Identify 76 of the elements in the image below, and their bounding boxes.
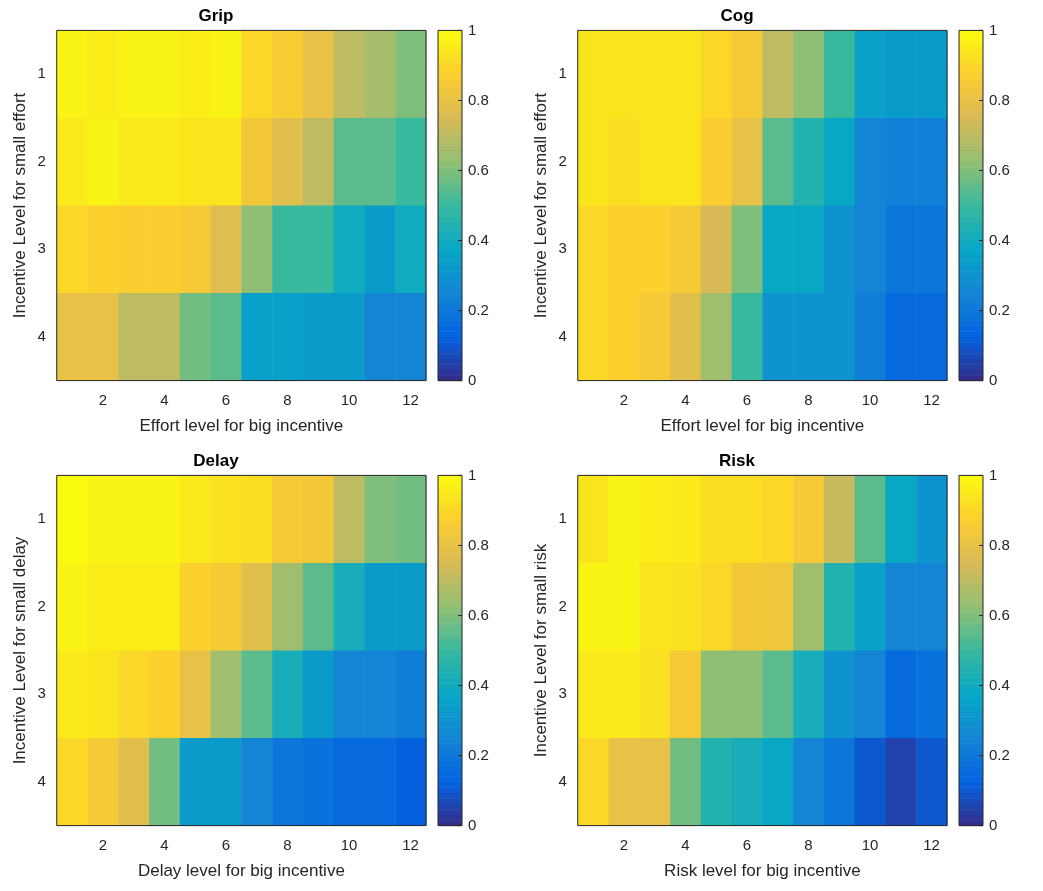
x-tick-label: 4 [160, 835, 169, 853]
x-tick-label: 2 [619, 390, 629, 408]
y-tick-label: 1 [558, 509, 567, 527]
x-tick-label: 2 [619, 835, 629, 853]
color-bar-label: 0.4 [989, 230, 1010, 248]
color-bar-label: 0 [468, 815, 477, 833]
y-tick-label: 4 [37, 771, 46, 789]
y-tick-label: 4 [558, 771, 567, 789]
y-tick-label: 2 [558, 596, 567, 614]
x-tick-label: 4 [160, 390, 169, 408]
color-bar-label: 0.8 [468, 535, 489, 553]
color-bar-label: 0 [989, 815, 998, 833]
x-tick-label: 10 [861, 835, 879, 853]
y-axis-title: Incentive Level for small risk [530, 543, 550, 758]
x-tick-label: 8 [804, 835, 813, 853]
color-bar-label: 0.2 [989, 745, 1010, 763]
color-bar-label: 1 [989, 20, 998, 38]
chart-title: Grip [198, 5, 234, 25]
color-bar-label: 0.8 [989, 90, 1010, 108]
x-tick-label: 2 [98, 835, 108, 853]
x-tick-label: 4 [681, 390, 690, 408]
x-axis-title: Effort level for big incentive [139, 416, 344, 436]
y-tick-label: 2 [558, 151, 567, 169]
y-tick-label: 2 [37, 596, 46, 614]
x-tick-label: 8 [283, 390, 292, 408]
color-bar-label: 0.2 [468, 300, 489, 318]
x-tick-label: 12 [923, 390, 940, 408]
x-tick-label: 6 [221, 390, 231, 408]
color-bar-label: 0.6 [468, 605, 489, 623]
color-bar-label: 0.2 [468, 745, 489, 763]
color-bar-label: 0.2 [989, 300, 1010, 318]
color-bar-label: 0.6 [989, 160, 1010, 178]
x-tick-label: 4 [681, 835, 690, 853]
color-bar-label: 0.8 [989, 535, 1010, 553]
x-tick-label: 12 [402, 835, 419, 853]
x-tick-label: 10 [861, 390, 879, 408]
x-tick-label: 10 [340, 390, 358, 408]
y-axis-title: Incentive Level for small effort [530, 92, 550, 319]
y-tick-label: 3 [37, 239, 46, 257]
color-bar-label: 1 [989, 465, 998, 483]
y-tick-label: 1 [558, 64, 567, 82]
chart-title: Risk [719, 450, 756, 470]
y-tick-label: 2 [37, 151, 46, 169]
color-bar-label: 1 [468, 20, 477, 38]
y-axis-title: Incentive Level for small effort [9, 92, 29, 319]
x-tick-label: 8 [804, 390, 813, 408]
x-tick-label: 6 [742, 390, 752, 408]
y-tick-label: 3 [558, 684, 567, 702]
x-tick-label: 8 [283, 835, 292, 853]
color-bar-label: 0 [468, 370, 477, 388]
y-tick-label: 1 [37, 509, 46, 527]
chart-title: Cog [720, 5, 754, 25]
y-axis-title: Incentive Level for small delay [9, 536, 29, 765]
color-bar-label: 0.8 [468, 90, 489, 108]
x-tick-label: 10 [340, 835, 358, 853]
y-tick-label: 4 [558, 326, 567, 344]
color-bar-label: 0.6 [468, 160, 489, 178]
x-tick-label: 2 [98, 390, 108, 408]
color-bar-label: 0.4 [468, 230, 489, 248]
color-bar-label: 0 [989, 370, 998, 388]
color-bar-label: 1 [468, 465, 477, 483]
color-bar-label: 0.6 [989, 605, 1010, 623]
color-bar-label: 0.4 [468, 675, 489, 693]
y-tick-label: 3 [37, 684, 46, 702]
x-axis-title: Risk level for big incentive [664, 861, 861, 881]
x-tick-label: 6 [221, 835, 231, 853]
y-tick-label: 3 [558, 239, 567, 257]
y-tick-label: 4 [37, 326, 46, 344]
x-tick-label: 12 [923, 835, 940, 853]
chart-title: Delay [193, 450, 240, 470]
color-bar-label: 0.4 [989, 675, 1010, 693]
x-tick-label: 6 [742, 835, 752, 853]
x-axis-title: Delay level for big incentive [137, 861, 345, 881]
x-axis-title: Effort level for big incentive [660, 416, 865, 436]
y-tick-label: 1 [37, 64, 46, 82]
x-tick-label: 12 [402, 390, 419, 408]
